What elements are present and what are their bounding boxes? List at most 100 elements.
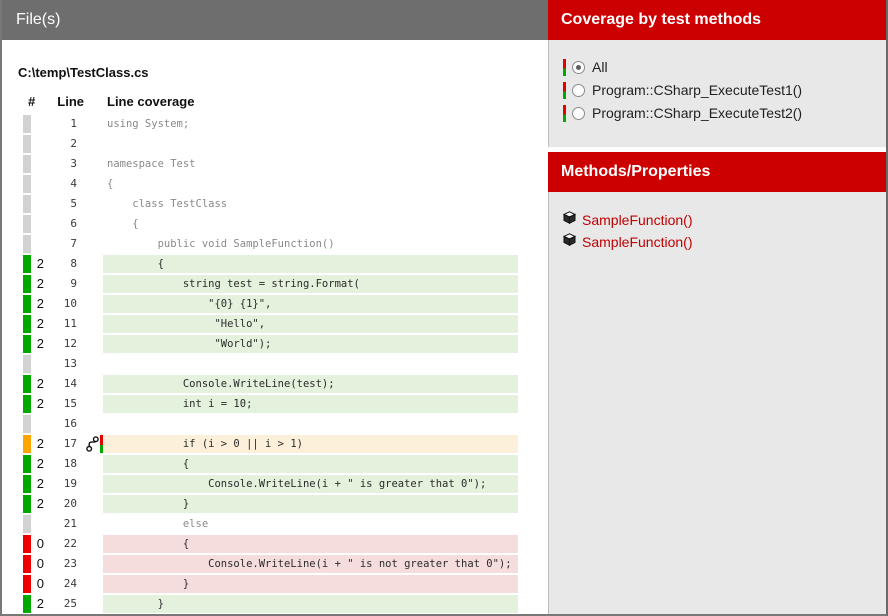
coverage-indicator — [23, 195, 31, 213]
code-line: } — [103, 575, 518, 593]
cube-icon — [562, 211, 582, 229]
branch-icon — [86, 436, 100, 452]
code-line-row: 2 18 { — [23, 455, 548, 473]
visit-count: 0 — [36, 536, 44, 551]
method-item: SampleFunction() — [562, 233, 886, 251]
coverage-indicator — [23, 455, 31, 473]
code-line-row: 2 19 Console.WriteLine(i + " is greater t… — [23, 475, 548, 493]
branch-cell — [84, 495, 103, 513]
code-line-row: 2 25 } — [23, 595, 548, 613]
code-line: class TestClass — [107, 198, 228, 210]
branch-cell — [84, 155, 103, 173]
code-line-row: 0 24 } — [23, 575, 548, 593]
branch-cell — [84, 135, 103, 153]
coverage-indicator — [23, 375, 31, 393]
test-method-option[interactable]: Program::CSharp_ExecuteTest1() — [563, 82, 886, 99]
code-line-row: 1 using System; — [23, 115, 548, 133]
branch-cell — [84, 175, 103, 193]
coverage-indicator — [23, 255, 31, 273]
code-line — [103, 355, 518, 373]
code-line: else — [107, 518, 209, 530]
code-line: "World"); — [103, 335, 518, 353]
visit-count — [31, 155, 44, 173]
coverage-indicator — [23, 155, 31, 173]
visit-count: 2 — [36, 336, 44, 351]
code-line-row: 2 15 int i = 10; — [23, 395, 548, 413]
code-line: Console.WriteLine(test); — [103, 375, 518, 393]
test-methods-title: Coverage by test methods — [561, 11, 762, 28]
branch-cell — [84, 375, 103, 393]
visit-count: 2 — [36, 276, 44, 291]
test-method-label[interactable]: Program::CSharp_ExecuteTest1() — [592, 82, 803, 98]
coverage-indicator — [23, 295, 31, 313]
code-line-row: 2 17 if (i > 0 || i > 1) — [23, 435, 548, 453]
coverage-indicator — [23, 235, 31, 253]
coverage-indicator — [23, 495, 31, 513]
test-method-option[interactable]: Program::CSharp_ExecuteTest2() — [563, 105, 886, 122]
line-number: 7 — [70, 237, 77, 250]
method-link[interactable]: SampleFunction() — [582, 234, 693, 250]
code-line-row: 2 9 string test = string.Format( — [23, 275, 548, 293]
line-number: 4 — [70, 177, 77, 190]
visit-count — [31, 415, 44, 433]
test-coverage-bar — [563, 59, 566, 76]
line-number: 16 — [63, 417, 77, 430]
line-number: 18 — [63, 457, 77, 470]
branch-coverage-bar — [100, 435, 103, 453]
line-number: 1 — [70, 117, 77, 130]
line-number: 25 — [63, 597, 77, 610]
radio-button-selected[interactable] — [572, 61, 585, 74]
code-line-row: 3 namespace Test — [23, 155, 548, 173]
test-method-label[interactable]: All — [592, 59, 608, 75]
code-line-row: 2 20 } — [23, 495, 548, 513]
code-line: "{0} {1}", — [103, 295, 518, 313]
branch-cell — [84, 555, 103, 573]
code-line: Console.WriteLine(i + " is not greater t… — [103, 555, 518, 573]
branch-cell — [84, 215, 103, 233]
code-table-header: # Line Line coverage — [23, 94, 548, 109]
visit-count — [31, 135, 44, 153]
line-number: 8 — [70, 257, 77, 270]
branch-cell — [84, 455, 103, 473]
code-line: { — [103, 535, 518, 553]
coverage-indicator — [23, 575, 31, 593]
coverage-indicator — [23, 435, 31, 453]
code-line-row: 2 10 "{0} {1}", — [23, 295, 548, 313]
code-line-row: 0 22 { — [23, 535, 548, 553]
files-panel: File(s) C:\temp\TestClass.cs # Line Line… — [2, 0, 548, 614]
branch-cell — [84, 335, 103, 353]
radio-button[interactable] — [572, 84, 585, 97]
code-line-row: 2 14 Console.WriteLine(test); — [23, 375, 548, 393]
code-line: int i = 10; — [103, 395, 518, 413]
methods-section: Methods/Properties SampleFunction() Sampl… — [548, 152, 886, 614]
branch-cell — [84, 315, 103, 333]
code-line: } — [103, 495, 518, 513]
branch-cell — [84, 575, 103, 593]
line-number: 20 — [63, 497, 77, 510]
coverage-indicator — [23, 335, 31, 353]
code-line-row: 2 — [23, 135, 548, 153]
methods-list: SampleFunction() SampleFunction() — [548, 192, 886, 614]
line-number: 13 — [63, 357, 77, 370]
visit-count — [31, 355, 44, 373]
branch-cell — [84, 195, 103, 213]
branch-cell — [84, 295, 103, 313]
cube-icon — [562, 233, 582, 251]
visit-count — [31, 515, 44, 533]
test-method-label[interactable]: Program::CSharp_ExecuteTest2() — [592, 105, 803, 121]
coverage-indicator — [23, 535, 31, 553]
file-path: C:\temp\TestClass.cs — [18, 65, 149, 80]
code-line: } — [103, 595, 518, 613]
branch-cell — [84, 415, 103, 433]
coverage-indicator — [23, 135, 31, 153]
method-link[interactable]: SampleFunction() — [582, 212, 693, 228]
code-line: public void SampleFunction() — [107, 238, 335, 250]
radio-button[interactable] — [572, 107, 585, 120]
code-rows: 1 using System; 2 3 namespace Test 4{5 class … — [23, 115, 548, 614]
test-method-option[interactable]: All — [563, 59, 886, 76]
line-number: 19 — [63, 477, 77, 490]
column-header-coverage: Line coverage — [107, 94, 195, 109]
